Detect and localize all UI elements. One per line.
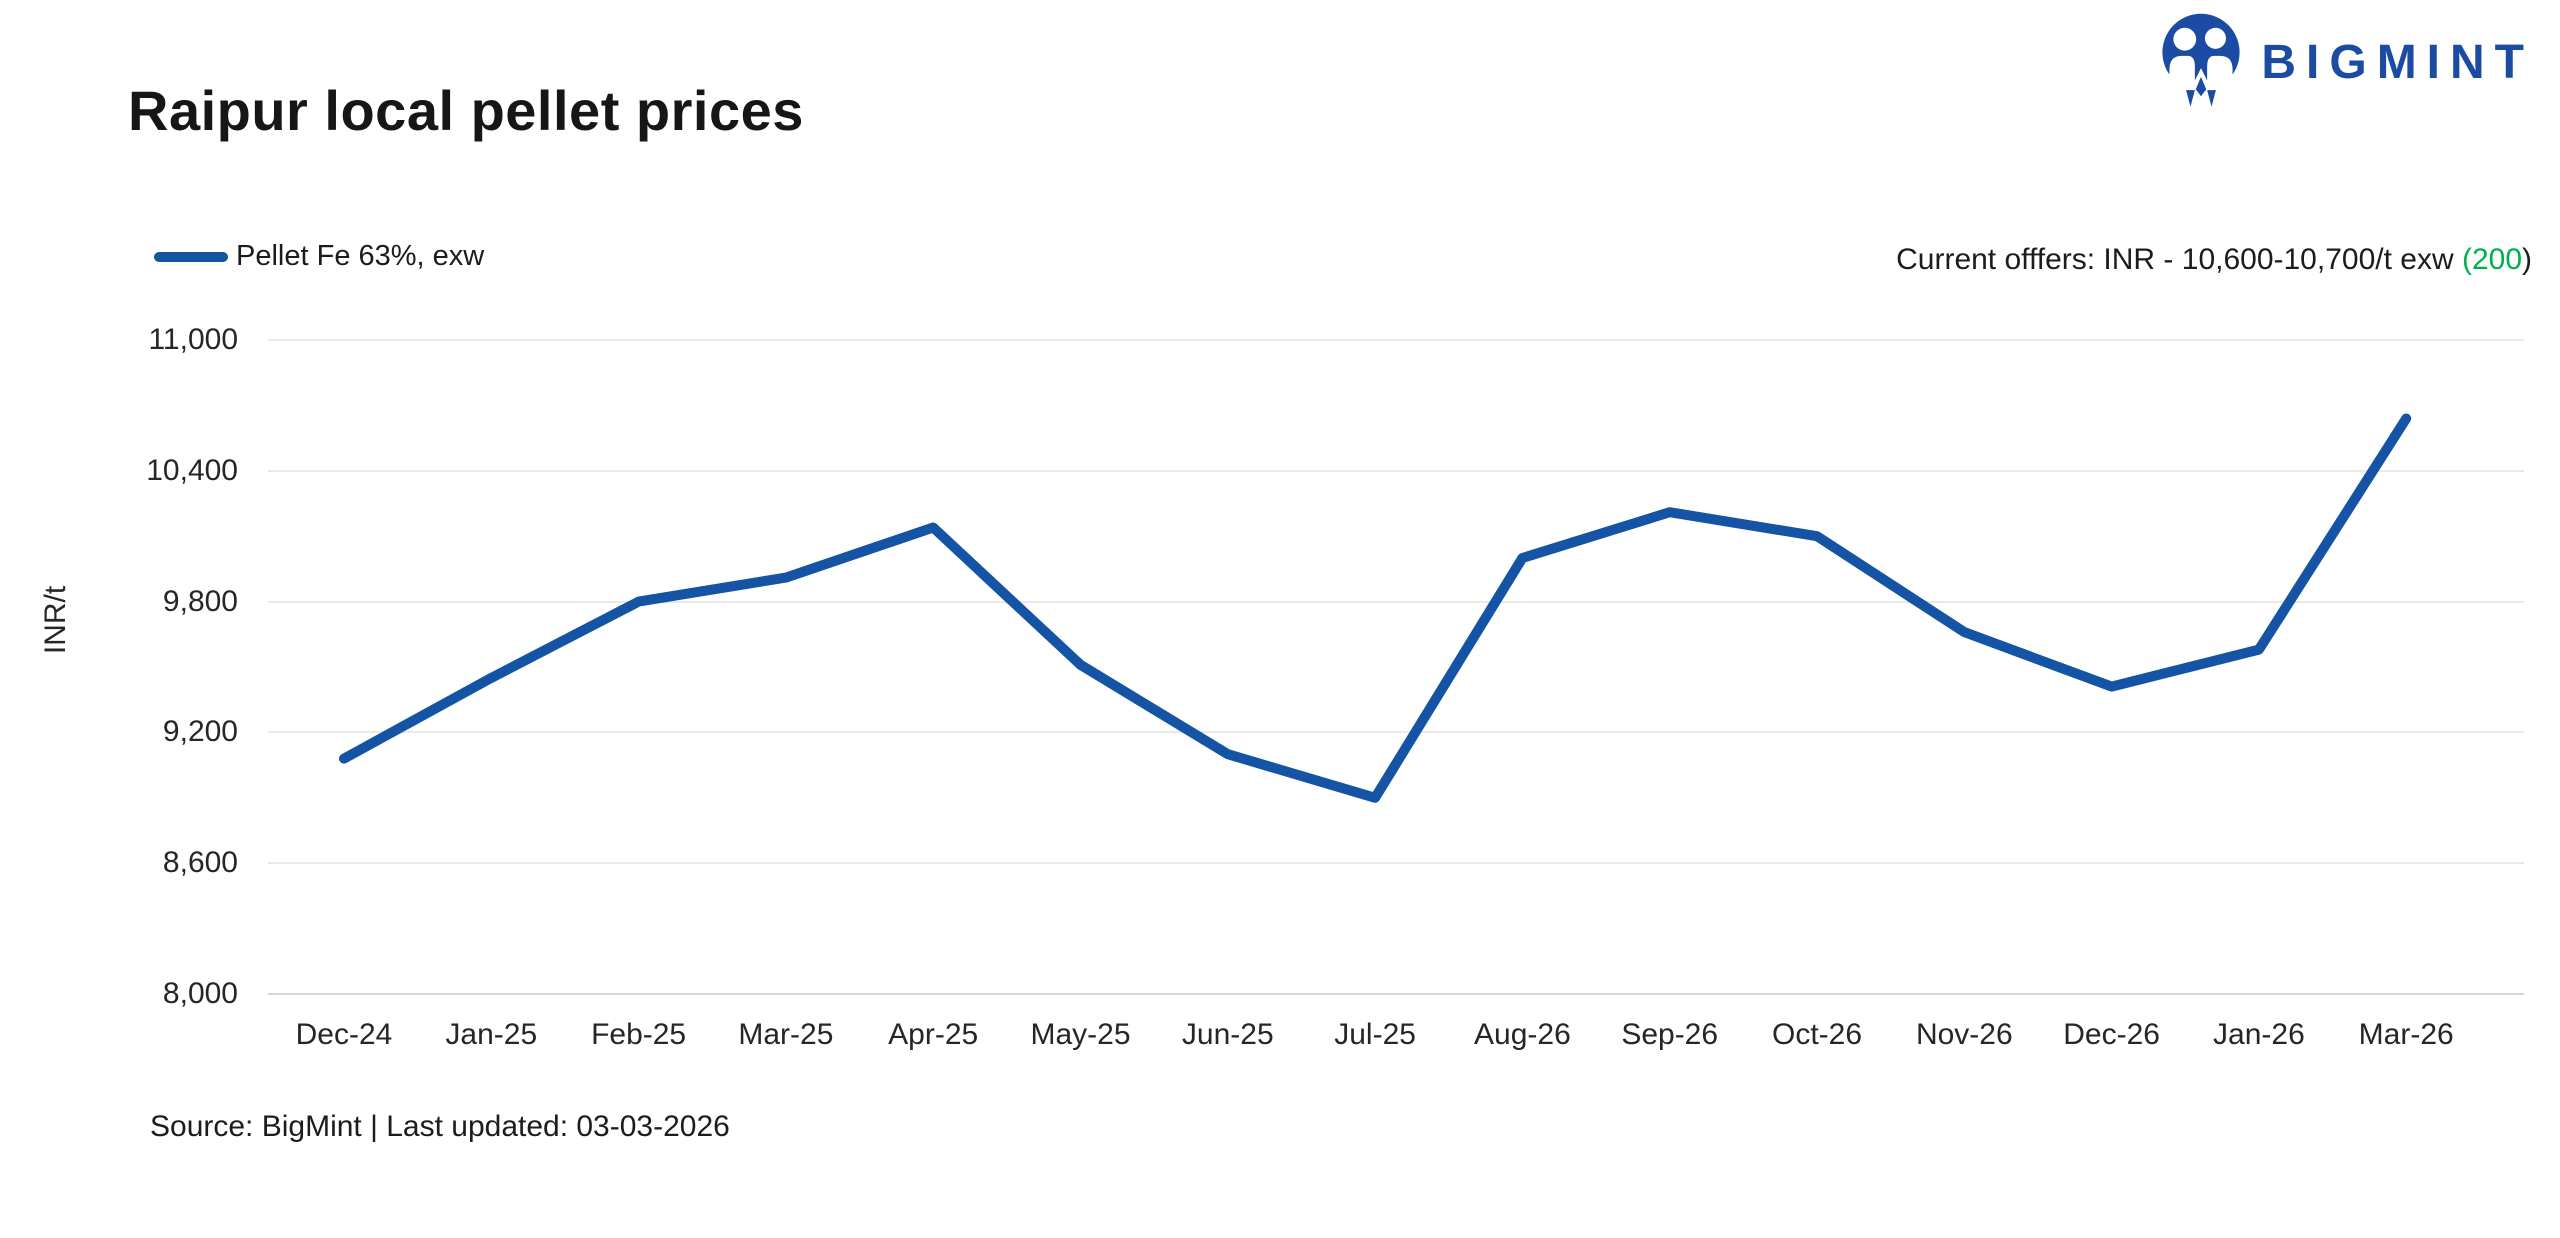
x-tick-label: Dec-24	[295, 1018, 393, 1051]
x-tick-label: Oct-26	[1771, 1018, 1863, 1051]
x-tick-label: Mar-25	[738, 1018, 834, 1051]
current-offers-suffix: )	[2522, 243, 2532, 276]
y-tick-label: 8,000	[162, 977, 238, 1010]
x-tick-label: Nov-26	[1915, 1018, 2013, 1051]
y-tick-label: 11,000	[148, 323, 238, 356]
bigmint-logo-icon	[2162, 13, 2240, 107]
chart-title: Raipur local pellet prices	[128, 79, 804, 142]
x-tick-label: Jun-25	[1181, 1018, 1274, 1051]
current-offers-change: (200	[2461, 243, 2522, 276]
y-tick-label: 8,600	[162, 846, 238, 880]
bigmint-logo-text: BIGMINT	[2261, 35, 2534, 89]
x-tick-label: May-25	[1030, 1018, 1131, 1051]
plot-area	[268, 339, 2524, 995]
current-offers-text: Current offfers: INR - 10,600-10,700/t e…	[1896, 243, 2532, 277]
source-note: Source: BigMint | Last updated: 03-03-20…	[150, 1110, 730, 1143]
y-tick-label: 9,800	[162, 584, 238, 618]
x-tick-label: Jul-25	[1334, 1018, 1416, 1051]
gridline	[268, 469, 2524, 472]
gridline	[268, 600, 2524, 603]
y-tick-label: 10,400	[146, 453, 238, 487]
x-tick-label: Mar-26	[2358, 1018, 2454, 1051]
x-tick-label: Jan-26	[2213, 1018, 2305, 1051]
gridline	[268, 862, 2524, 865]
gridline	[268, 993, 2524, 995]
x-tick-label: Sep-26	[1621, 1018, 1719, 1051]
legend-label: Pellet Fe 63%, exw	[236, 240, 485, 272]
gridline	[268, 731, 2524, 734]
x-axis-ticks: Dec-24 Jan-25 Feb-25 Mar-25 Apr-25 May-25 Jun-…	[268, 1018, 2524, 1062]
bigmint-logo: BIGMINT	[2157, 12, 2534, 112]
gridline	[268, 339, 2524, 341]
line-chart-canvas	[339, 413, 2412, 803]
price-line-series	[339, 413, 2412, 803]
chart-legend: Pellet Fe 63%, exw	[154, 240, 484, 273]
y-axis-ticks: 11,000 10,400 9,800 9,200 8,600 8,000	[0, 323, 238, 1010]
x-tick-label: Jan-25	[445, 1018, 538, 1051]
x-tick-label: Feb-25	[591, 1018, 687, 1051]
x-tick-label: Dec-26	[2063, 1018, 2160, 1051]
current-offers-prefix: Current offfers: INR - 10,600-10,700/t e…	[1896, 243, 2462, 276]
x-tick-label: Apr-25	[888, 1018, 979, 1051]
y-tick-label: 9,200	[162, 715, 238, 749]
legend-line-swatch	[154, 251, 228, 262]
x-tick-label: Aug-26	[1474, 1018, 1571, 1051]
